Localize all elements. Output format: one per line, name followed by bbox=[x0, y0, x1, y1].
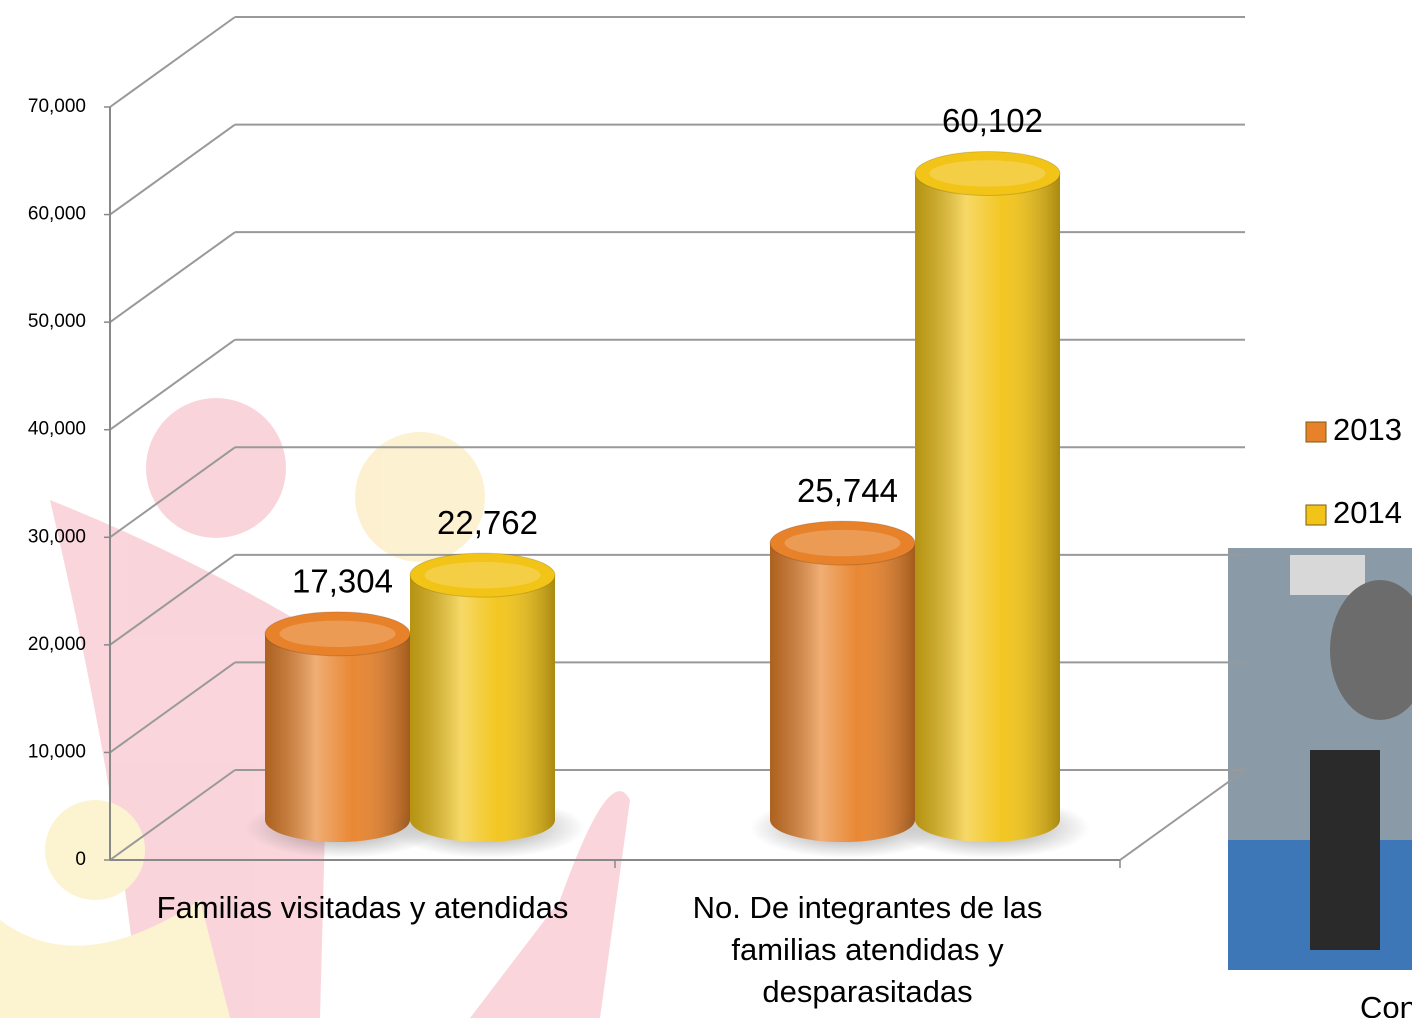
y-tick-label: 30,000 bbox=[28, 526, 86, 547]
y-tick-label: 10,000 bbox=[28, 741, 86, 762]
bar-shading bbox=[265, 633, 410, 842]
bar-shading bbox=[915, 173, 1060, 843]
grid-line bbox=[109, 16, 236, 108]
legend-swatch bbox=[1305, 504, 1327, 526]
caption: Con bbox=[1360, 990, 1412, 1018]
grid-line bbox=[109, 338, 236, 431]
data-label: 25,744 bbox=[797, 472, 898, 509]
y-tick-label: 0 bbox=[75, 849, 86, 870]
legend-label: 2014 bbox=[1333, 495, 1402, 530]
grid-line bbox=[109, 446, 236, 539]
grid-line bbox=[109, 769, 236, 861]
legend-label: 2013 bbox=[1333, 412, 1402, 447]
y-tick-label: 50,000 bbox=[28, 311, 86, 332]
bar-top-highlight bbox=[929, 160, 1046, 187]
data-label: 22,762 bbox=[437, 504, 538, 541]
bar-shading bbox=[410, 575, 555, 842]
bar-shading bbox=[770, 543, 915, 842]
data-label: 17,304 bbox=[292, 563, 393, 600]
bar-top bbox=[409, 552, 556, 598]
y-tick-label: 70,000 bbox=[28, 96, 86, 117]
x-tick-label: Familias visitadas y atendidas bbox=[157, 890, 569, 925]
floor-edge bbox=[1119, 769, 1246, 861]
y-tick-label: 20,000 bbox=[28, 634, 86, 655]
grid-line bbox=[109, 123, 236, 216]
x-tick-label: No. De integrantes de las familias atendi… bbox=[693, 890, 1043, 1009]
grid-line bbox=[109, 231, 236, 323]
legend-swatch bbox=[1305, 421, 1327, 443]
grid-line bbox=[109, 661, 236, 754]
bar-top-highlight bbox=[424, 561, 541, 589]
bar-top-highlight bbox=[279, 620, 396, 648]
bar-top bbox=[914, 150, 1061, 196]
data-label: 60,102 bbox=[942, 102, 1043, 139]
photo bbox=[1228, 548, 1412, 970]
background-decoration bbox=[0, 398, 630, 1018]
bar-top-highlight bbox=[784, 529, 901, 557]
y-tick-label: 60,000 bbox=[28, 204, 86, 225]
grid-line bbox=[109, 554, 236, 646]
y-tick-label: 40,000 bbox=[28, 419, 86, 440]
